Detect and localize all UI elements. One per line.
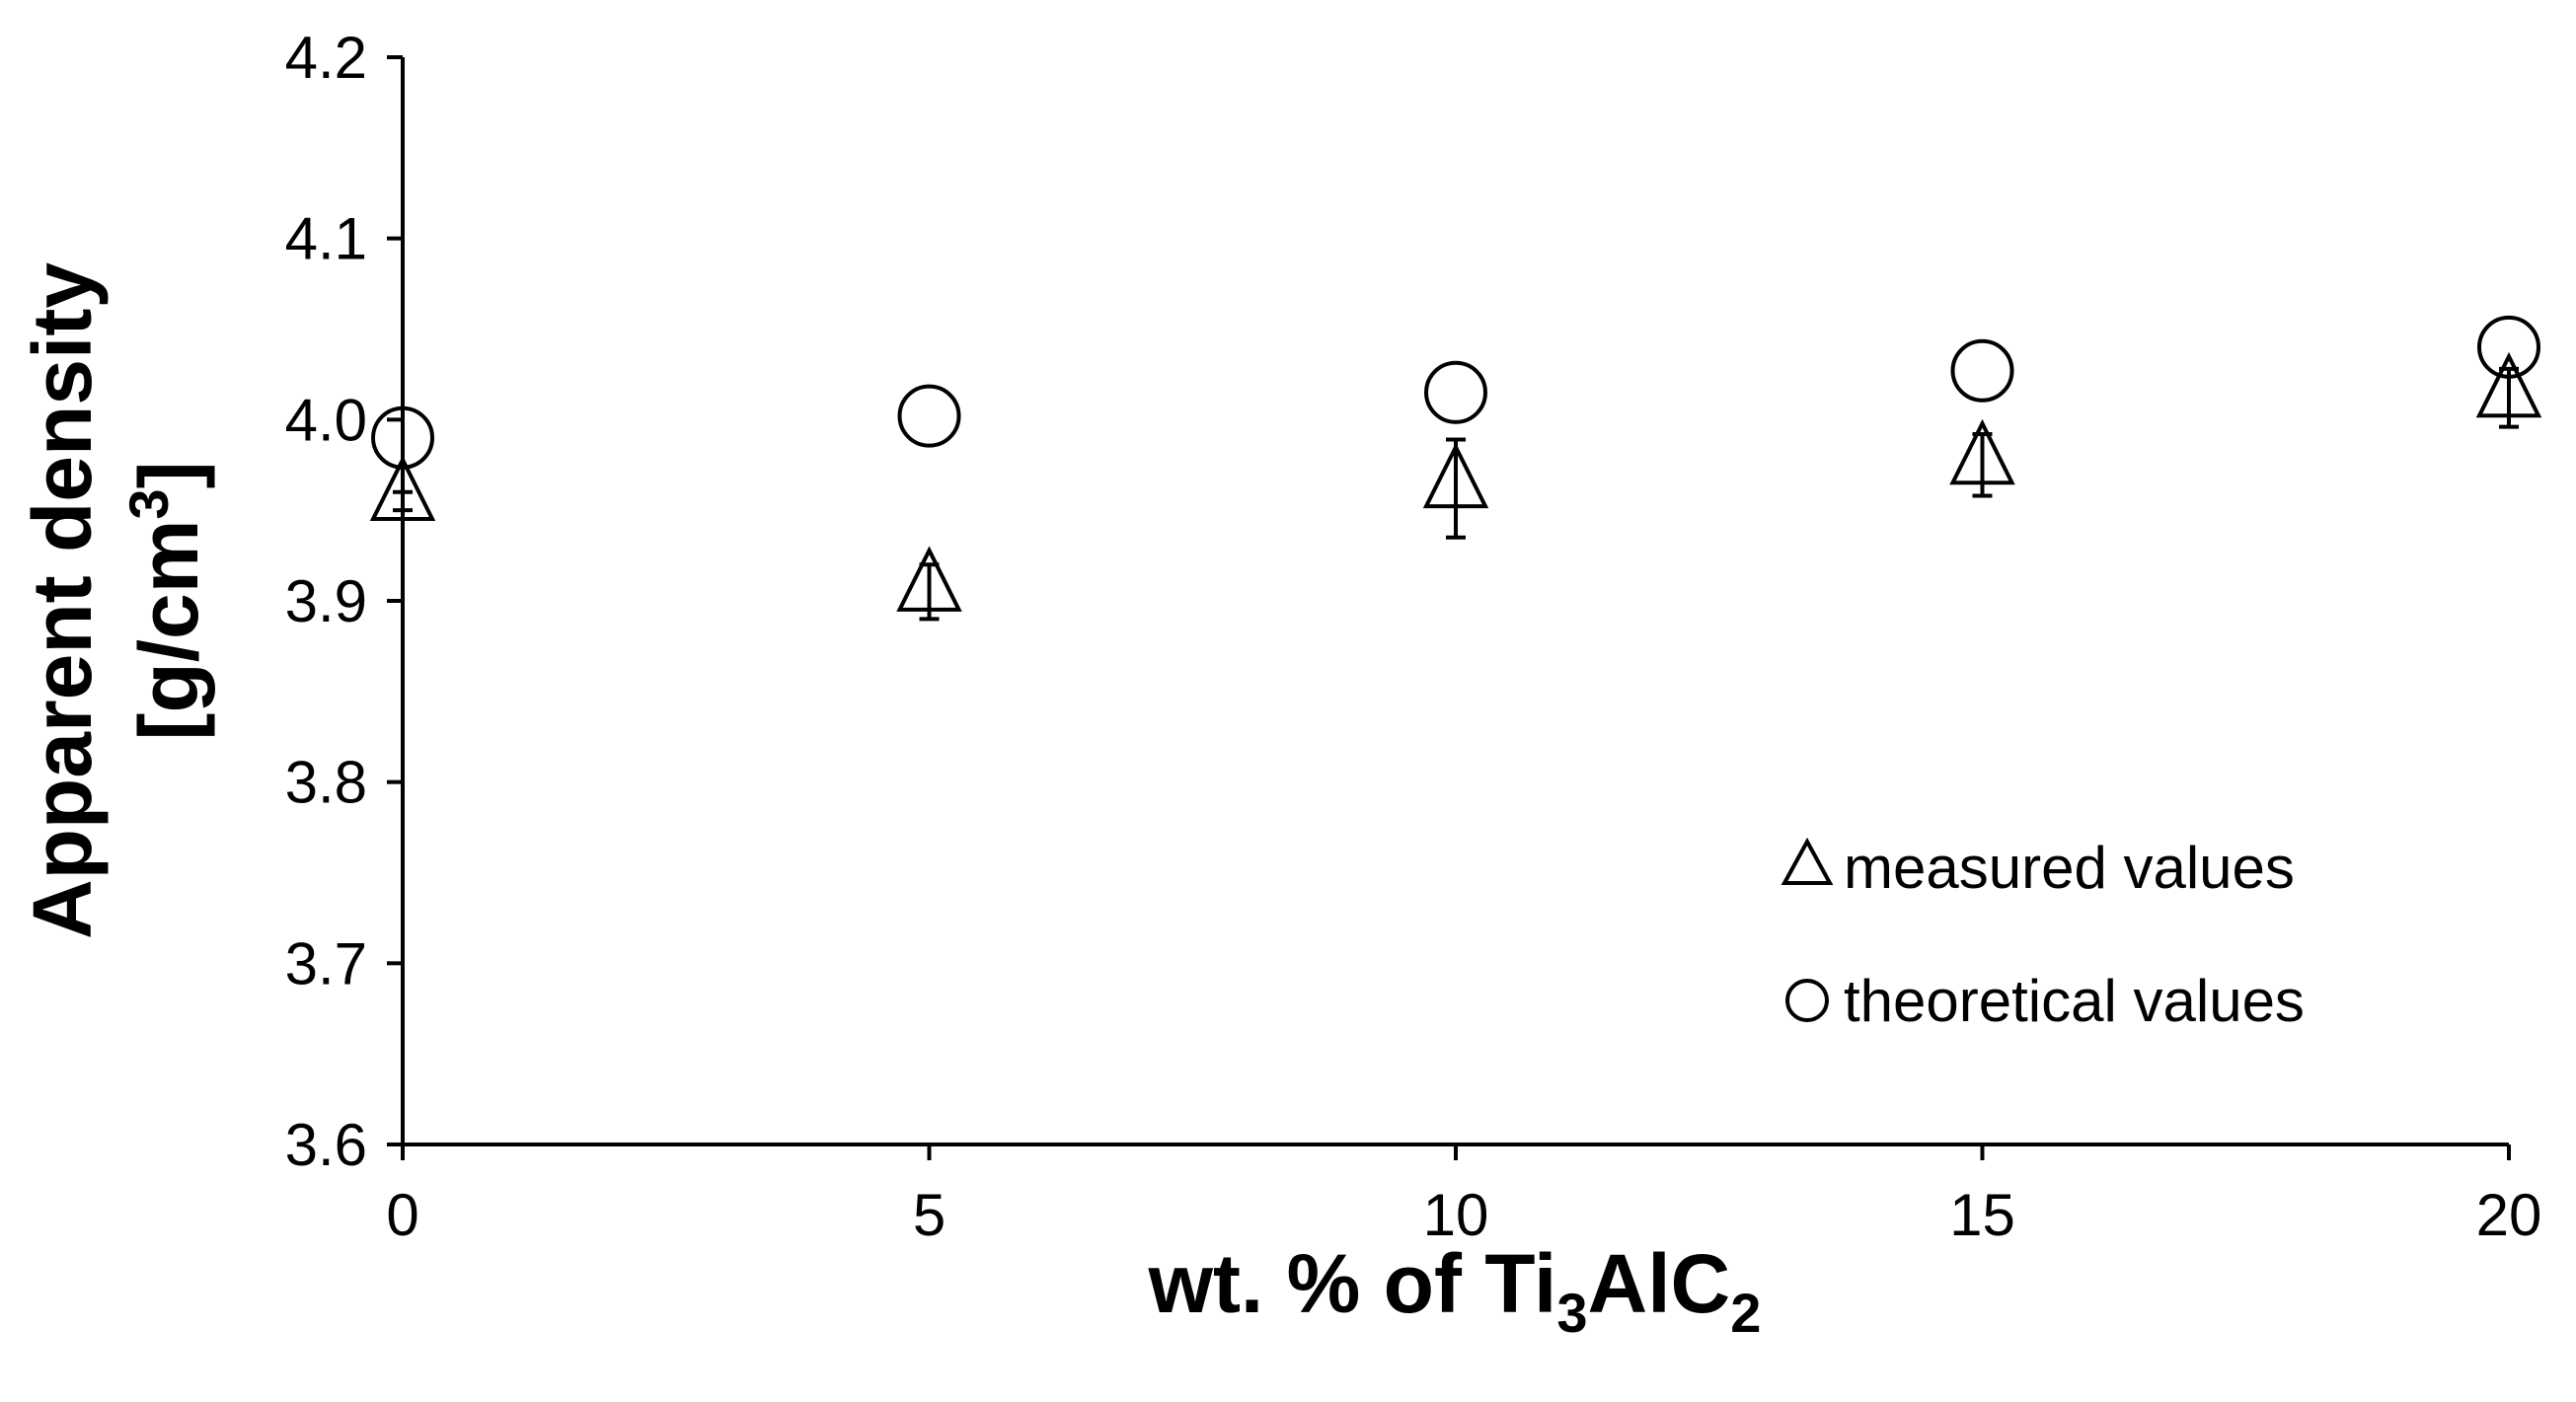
y-tick-label: 3.6 — [285, 1112, 367, 1178]
series-theoretical-values — [371, 315, 2540, 470]
legend-label-measured: measured values — [1844, 835, 2295, 901]
y-tick-label: 4.2 — [285, 25, 367, 91]
legend-circle-icon — [1785, 979, 1829, 1022]
y-tick-label: 4.0 — [285, 387, 367, 453]
y-ticks: 3.6 3.7 3.8 3.9 4.0 4.1 4.2 — [285, 25, 403, 1178]
y-tick-label: 4.1 — [285, 206, 367, 272]
theoretical-point-circle — [371, 406, 434, 470]
y-tick-label: 3.7 — [285, 930, 367, 996]
y-axis-units-sup: 3 — [117, 488, 180, 519]
legend-label-theoretical: theoretical values — [1844, 968, 2305, 1034]
theoretical-point-circle — [2477, 315, 2540, 379]
x-axis-title-text: wt. % of Ti — [1148, 1237, 1557, 1330]
theoretical-point-circle — [897, 384, 961, 448]
y-axis-units-suffix: ] — [122, 461, 215, 488]
x-axis-title-text: AlC — [1588, 1237, 1731, 1330]
x-tick-label: 15 — [1949, 1182, 2015, 1248]
theoretical-point-circle — [1950, 338, 2014, 403]
x-axis-title-subscript: 2 — [1730, 1282, 1761, 1344]
x-tick-label: 0 — [386, 1182, 418, 1248]
y-axis-title: Apparent density — [16, 262, 109, 939]
legend-item-measured: measured values — [1780, 835, 2295, 901]
y-tick-label: 3.9 — [285, 568, 367, 634]
legend-triangle-icon — [1780, 837, 1834, 885]
x-tick-label: 20 — [2476, 1182, 2542, 1248]
x-tick-label: 5 — [913, 1182, 946, 1248]
x-tick-label: 10 — [1423, 1182, 1489, 1248]
series-measured-values — [369, 351, 2542, 622]
legend: measured values theoretical values — [1780, 835, 2305, 1034]
x-axis-title: wt. % of Ti3AlC2 — [1148, 1237, 1762, 1344]
theoretical-point-circle — [1424, 360, 1487, 424]
y-axis-units-prefix: [g/cm — [122, 520, 215, 741]
x-ticks: 0 5 10 15 20 — [386, 1144, 2541, 1248]
measured-point-triangle — [369, 455, 436, 521]
y-axis-title-units: [g/cm3] — [117, 461, 215, 740]
x-axis-title-subscript: 3 — [1556, 1282, 1587, 1344]
y-tick-label: 3.8 — [285, 750, 367, 816]
y-axis-title-line1: Apparent density — [16, 262, 109, 939]
legend-item-theoretical: theoretical values — [1785, 968, 2305, 1034]
